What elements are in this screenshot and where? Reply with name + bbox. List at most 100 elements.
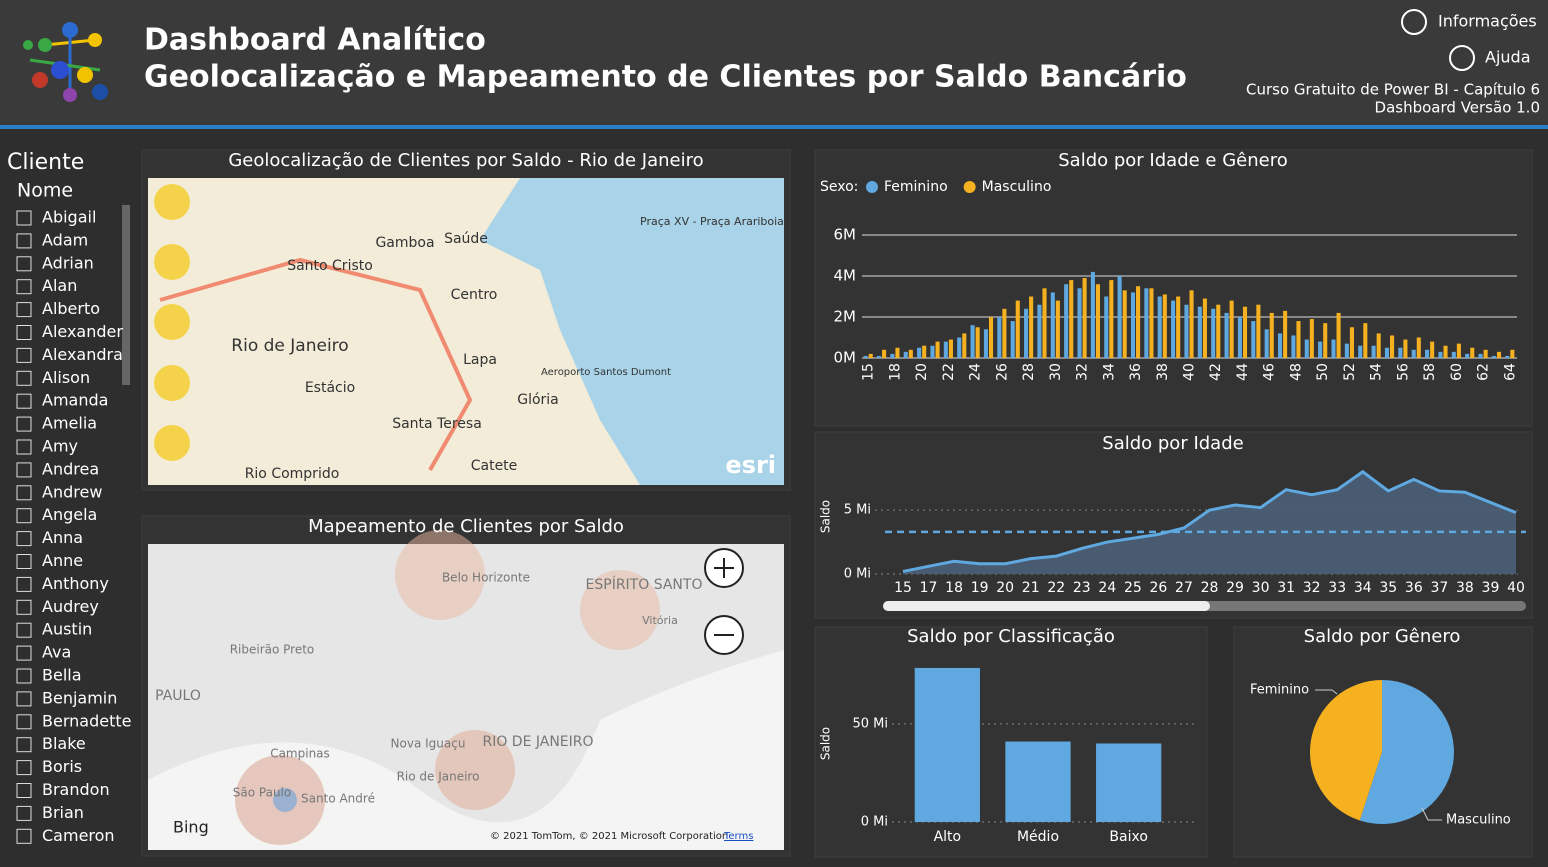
x-tick-label: 28 bbox=[1021, 363, 1037, 381]
bar bbox=[1283, 310, 1288, 358]
checkbox[interactable] bbox=[16, 645, 32, 661]
slicer-item[interactable]: Cameron bbox=[42, 826, 115, 845]
checkbox[interactable] bbox=[16, 554, 32, 569]
bar bbox=[1010, 321, 1015, 358]
x-tick-label: 34 bbox=[1354, 580, 1372, 596]
checkbox[interactable] bbox=[16, 370, 32, 386]
slicer-item[interactable]: Amelia bbox=[42, 414, 97, 433]
checkbox[interactable] bbox=[16, 325, 32, 340]
checkbox[interactable] bbox=[16, 714, 32, 730]
checkbox[interactable] bbox=[16, 279, 32, 295]
legend-label[interactable]: Masculino bbox=[982, 179, 1052, 195]
checkbox[interactable] bbox=[16, 805, 32, 821]
map-label: Santo André bbox=[301, 792, 375, 806]
bar bbox=[1390, 335, 1395, 358]
slicer-item[interactable]: Austin bbox=[42, 620, 92, 639]
slicer-item[interactable]: Anthony bbox=[42, 574, 109, 593]
checkbox[interactable] bbox=[16, 439, 32, 455]
bar bbox=[1117, 276, 1122, 358]
slicer-item[interactable]: Adrian bbox=[42, 253, 94, 272]
checkbox[interactable] bbox=[16, 485, 32, 501]
legend-label[interactable]: Feminino bbox=[884, 179, 948, 195]
slicer-item[interactable]: Ava bbox=[42, 643, 71, 662]
help-link[interactable]: Ajuda bbox=[1485, 48, 1531, 67]
checkbox[interactable] bbox=[16, 668, 32, 684]
slicer-item[interactable]: Bella bbox=[42, 666, 82, 685]
slicer-item[interactable]: Blake bbox=[42, 734, 86, 753]
slicer-item[interactable]: Andrea bbox=[42, 459, 99, 478]
slicer-item[interactable]: Audrey bbox=[42, 597, 99, 616]
checkbox[interactable] bbox=[16, 233, 32, 249]
slicer-item[interactable]: Alberto bbox=[42, 299, 100, 318]
version-text: Dashboard Versão 1.0 bbox=[1375, 99, 1540, 117]
slicer-item[interactable]: Benjamin bbox=[42, 688, 117, 707]
map-label: Campinas bbox=[270, 747, 330, 761]
checkbox[interactable] bbox=[16, 256, 32, 272]
bar bbox=[1371, 345, 1376, 358]
bar bbox=[1104, 296, 1109, 358]
help-icon[interactable] bbox=[1449, 45, 1475, 71]
slicer-scrollbar[interactable] bbox=[122, 205, 130, 385]
header-title: Dashboard Analítico bbox=[144, 23, 486, 58]
slicer-item[interactable]: Alexander bbox=[42, 322, 123, 341]
bar bbox=[1042, 288, 1047, 358]
checkbox[interactable] bbox=[16, 347, 32, 363]
map-terms[interactable]: Terms bbox=[723, 831, 753, 842]
checkbox[interactable] bbox=[16, 760, 32, 776]
slicer-item[interactable]: Amy bbox=[42, 437, 78, 456]
scrollbar-thumb[interactable] bbox=[883, 601, 1210, 611]
slicer-item[interactable]: Anne bbox=[42, 551, 83, 570]
bar bbox=[930, 345, 935, 358]
checkbox[interactable] bbox=[16, 508, 32, 524]
slicer-item[interactable]: Alan bbox=[42, 276, 77, 295]
slicer-field: Nome bbox=[17, 180, 73, 202]
slicer-item[interactable]: Alison bbox=[42, 368, 90, 387]
checkbox[interactable] bbox=[16, 599, 32, 615]
info-link[interactable]: Informações bbox=[1438, 12, 1537, 31]
checkbox[interactable] bbox=[16, 210, 32, 226]
pie-slice[interactable] bbox=[1359, 680, 1454, 824]
map-label: Ribeirão Preto bbox=[230, 643, 315, 657]
slicer-item[interactable]: Angela bbox=[42, 505, 97, 524]
bar bbox=[1470, 347, 1475, 358]
checkbox[interactable] bbox=[16, 622, 32, 638]
slicer-item[interactable]: Bernadette bbox=[42, 711, 131, 730]
checkbox[interactable] bbox=[16, 462, 32, 478]
checkbox[interactable] bbox=[16, 416, 32, 432]
checkbox[interactable] bbox=[16, 737, 32, 753]
y-tick-label: 5 Mi bbox=[844, 503, 871, 518]
x-tick-label: 46 bbox=[1262, 363, 1278, 381]
legend-title: Sexo: bbox=[820, 179, 858, 195]
checkbox[interactable] bbox=[16, 691, 32, 707]
checkbox[interactable] bbox=[16, 783, 32, 798]
checkbox[interactable] bbox=[16, 828, 32, 844]
slicer-item[interactable]: Amanda bbox=[42, 391, 108, 410]
slicer-item[interactable]: Adam bbox=[42, 230, 88, 249]
checkbox[interactable] bbox=[16, 576, 32, 592]
bar bbox=[1024, 308, 1029, 358]
slicer-item[interactable]: Abigail bbox=[42, 208, 96, 227]
slicer-item[interactable]: Brian bbox=[42, 803, 84, 822]
slicer-item[interactable]: Alexandra bbox=[42, 345, 123, 364]
x-tick-label: Baixo bbox=[1109, 829, 1148, 845]
x-tick-label: 35 bbox=[1379, 580, 1397, 596]
course-text: Curso Gratuito de Power BI - Capítulo 6 bbox=[1246, 81, 1540, 99]
map-label: Santo Cristo bbox=[287, 258, 373, 274]
map-label: Glória bbox=[517, 392, 559, 408]
checkbox[interactable] bbox=[16, 393, 32, 409]
pie-slice[interactable] bbox=[1310, 680, 1382, 821]
slicer-item[interactable]: Brandon bbox=[42, 780, 110, 799]
bar bbox=[1264, 329, 1269, 358]
checkbox[interactable] bbox=[16, 531, 32, 547]
slicer-item[interactable]: Boris bbox=[42, 757, 82, 776]
map-heat bbox=[273, 788, 297, 812]
info-icon[interactable] bbox=[1401, 9, 1427, 35]
x-tick-label: 30 bbox=[1048, 363, 1064, 381]
map-label: Vitória bbox=[642, 614, 678, 627]
bar bbox=[1189, 290, 1194, 358]
slicer-item[interactable]: Anna bbox=[42, 528, 83, 547]
slicer-item[interactable]: Andrew bbox=[42, 482, 102, 501]
map-label: Lapa bbox=[463, 352, 497, 368]
checkbox[interactable] bbox=[16, 302, 32, 318]
map-tools[interactable] bbox=[154, 184, 190, 461]
